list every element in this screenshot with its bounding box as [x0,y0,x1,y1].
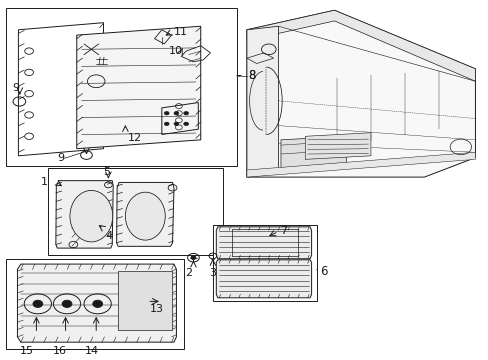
Circle shape [62,300,72,307]
Circle shape [191,256,196,260]
Polygon shape [116,183,174,246]
Circle shape [164,112,169,115]
Circle shape [183,122,188,126]
Circle shape [35,302,40,306]
Text: 6: 6 [319,265,326,278]
Bar [6,9,237,166]
Polygon shape [56,181,113,248]
Bar [47,168,222,255]
Text: 5: 5 [103,167,110,177]
Circle shape [183,112,188,115]
Text: 15: 15 [20,346,34,356]
Circle shape [93,300,102,307]
Text: 3: 3 [209,268,216,278]
Bar [118,271,171,330]
Text: 7: 7 [280,226,287,237]
Text: 1: 1 [41,177,47,188]
Ellipse shape [125,192,165,240]
Circle shape [174,112,179,115]
Text: 13: 13 [149,304,163,314]
Text: 12: 12 [127,134,142,143]
Polygon shape [246,10,474,81]
Text: 14: 14 [85,346,99,356]
Text: 11: 11 [174,27,187,37]
Polygon shape [281,136,346,168]
Text: 16: 16 [52,346,66,356]
Text: 9: 9 [57,153,64,163]
Polygon shape [18,264,176,342]
Circle shape [164,122,169,126]
Bar [6,259,183,349]
Polygon shape [216,227,311,259]
Text: 10: 10 [169,46,183,56]
Ellipse shape [70,190,113,242]
Text: 8: 8 [248,69,255,82]
Text: 2: 2 [184,268,192,278]
Polygon shape [216,260,311,298]
Bar [212,225,317,301]
Text: 9: 9 [12,84,19,93]
Circle shape [174,122,179,126]
Text: 4: 4 [106,231,113,241]
Circle shape [95,302,100,306]
Polygon shape [305,133,370,159]
Polygon shape [246,26,278,177]
Polygon shape [246,152,474,177]
Circle shape [64,302,69,306]
Polygon shape [77,26,201,149]
Circle shape [33,300,42,307]
Text: 8: 8 [248,69,255,82]
Polygon shape [246,10,474,177]
Text: –: – [235,69,241,82]
